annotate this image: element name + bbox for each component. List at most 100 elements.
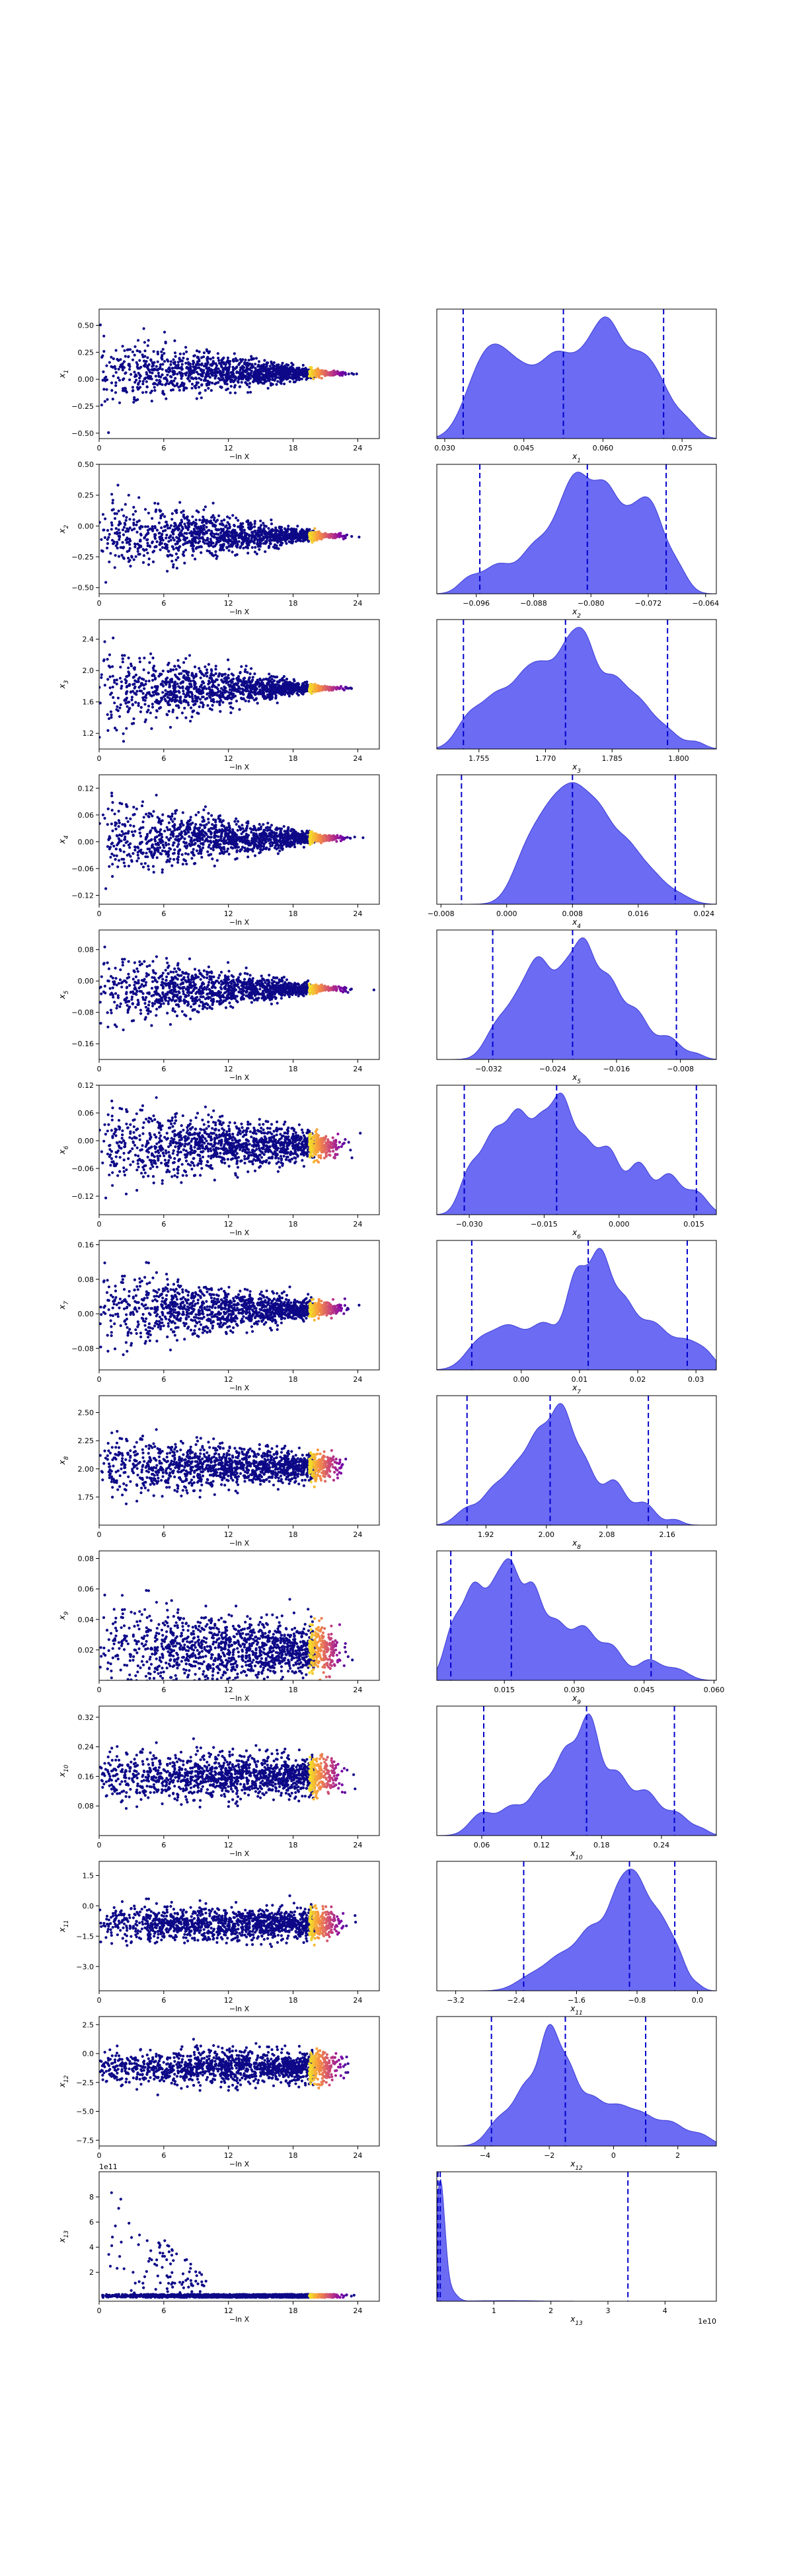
x-tick-label: 0.008: [562, 910, 584, 918]
kde-area: [437, 1558, 716, 1680]
x-tick-label: 0: [97, 1375, 102, 1384]
y-axis-label: x13: [57, 2230, 70, 2243]
x-tick-label: −2: [544, 2151, 554, 2160]
x-tick-label: 0.060: [593, 444, 614, 452]
x-tick-label: 2.00: [539, 1530, 555, 1539]
trace-plot-x8: 0 6 12 18 24 1.75 2.00 2.25 2.50 −ln X x8: [57, 1395, 380, 1548]
kde-plot-x12: −4 −2 0 2 x12: [436, 2016, 717, 2172]
x-tick-label: 18: [289, 1996, 298, 2005]
y-tick-label: 0.02: [78, 1646, 94, 1655]
y-tick-label: 4: [89, 2243, 94, 2252]
x-tick-label: 12: [224, 910, 233, 918]
y-tick-label: −0.06: [71, 1164, 94, 1173]
kde-area: [437, 937, 716, 1059]
y-tick-label: 0.00: [78, 522, 94, 530]
x-tick-label: 12: [224, 599, 233, 608]
y-tick-label: 0.24: [78, 1743, 94, 1752]
y-tick-label: 1.6: [83, 698, 94, 707]
y-tick-label: −0.12: [71, 891, 94, 900]
x-tick-label: 18: [289, 599, 298, 608]
x-tick-label: −0.008: [667, 1065, 694, 1073]
x-tick-label: 0.045: [513, 444, 535, 452]
x-axis-label: x6: [572, 1228, 581, 1240]
y-tick-label: 0.06: [78, 1109, 94, 1118]
x-axis-label: −ln X: [229, 1849, 250, 1858]
trace-points: [99, 1589, 354, 1680]
x-tick-label: 6: [161, 1996, 166, 2005]
y-axis-label: x12: [57, 2075, 70, 2088]
x-tick-label: 24: [353, 1065, 362, 1073]
x-tick-label: 0.045: [634, 1686, 655, 1694]
x-tick-label: 0.0: [692, 1996, 704, 2005]
kde-area: [437, 1092, 716, 1215]
x-tick-label: 6: [161, 1220, 166, 1229]
x-axis-label: −ln X: [229, 2315, 250, 2324]
x-tick-label: −0.8: [628, 1996, 646, 2005]
x-tick-label: 24: [353, 754, 362, 763]
y-tick-label: −0.12: [71, 1192, 94, 1201]
y-axis-label: x4: [57, 835, 70, 844]
y-axis-label: x3: [57, 680, 70, 689]
x-axis-label: −ln X: [229, 763, 250, 771]
x-tick-label: 12: [224, 1530, 233, 1539]
x-tick-label: 0.18: [593, 1841, 610, 1849]
x-tick-label: 0.03: [688, 1375, 704, 1384]
x-axis-label: x5: [572, 1073, 581, 1085]
y-tick-label: 1.5: [83, 1871, 94, 1880]
x-axis-label: −ln X: [229, 1229, 250, 1237]
x-axis-label: x7: [572, 1383, 581, 1396]
x-tick-label: 18: [289, 1530, 298, 1539]
y-tick-label: 2.50: [78, 1409, 94, 1417]
y-tick-label: 2.4: [83, 635, 94, 644]
x-tick-label: 0.060: [704, 1686, 725, 1694]
y-axis-label: x8: [57, 1456, 70, 1465]
x-tick-label: 0: [97, 2307, 102, 2315]
trace-frame: [98, 1085, 380, 1215]
x-axis-label: x9: [572, 1694, 581, 1706]
trace-plot-x5: 0 6 12 18 24 −0.16 −0.08 0.00 0.08 −ln X x5: [57, 929, 380, 1082]
y-tick-label: 8: [89, 2193, 94, 2201]
y-tick-label: 2.25: [78, 1437, 94, 1445]
kde-area: [437, 316, 716, 439]
x-tick-label: 0: [97, 1686, 102, 1694]
kde-plot-x7: 0.00 0.01 0.02 0.03 x7: [436, 1240, 717, 1396]
y-tick-label: 0.32: [78, 1713, 94, 1722]
x-scale-label: 1e10: [698, 2317, 716, 2326]
x-axis-label: −ln X: [229, 1694, 250, 1703]
x-tick-label: 4: [663, 2307, 667, 2315]
x-tick-label: −0.096: [463, 599, 490, 608]
trace-points: [99, 483, 361, 584]
y-tick-label: 1.75: [78, 1493, 94, 1501]
y-tick-label: −0.50: [71, 429, 94, 438]
x-tick-label: 0: [97, 1220, 102, 1229]
kde-plot-x3: 1.755 1.770 1.785 1.800 x3: [436, 619, 717, 775]
kde-area: [437, 627, 716, 749]
y-tick-label: 0.16: [78, 1772, 94, 1781]
y-tick-label: 0.08: [78, 1802, 94, 1810]
trace-plot-x12: 0 6 12 18 24 −7.5 −5.0 −2.5 0.0 2.5 −ln X x12: [57, 2016, 380, 2168]
x-tick-label: 18: [289, 2151, 298, 2160]
x-tick-label: 24: [353, 1841, 362, 1849]
y-tick-label: 0.12: [78, 784, 94, 793]
x-tick-label: 24: [353, 1996, 362, 2005]
y-axis-label: x2: [57, 524, 70, 534]
x-tick-label: 0: [97, 2151, 102, 2160]
x-tick-label: 24: [353, 444, 362, 452]
x-tick-label: −0.064: [692, 599, 719, 608]
kde-plot-x8: 1.92 2.00 2.08 2.16 x8: [436, 1395, 717, 1551]
y-tick-label: 0.06: [78, 1585, 94, 1594]
x-tick-label: 0: [97, 444, 102, 452]
y-tick-label: −7.5: [76, 2136, 94, 2145]
trace-plot-x11: 0 6 12 18 24 −3.0 −1.5 0.0 1.5 −ln X x11: [57, 1861, 380, 2013]
trace-plot-x7: 0 6 12 18 24 −0.08 0.00 0.08 0.16 −ln X x7: [57, 1240, 380, 1392]
x-tick-label: 2: [675, 2151, 680, 2160]
x-tick-label: −4: [480, 2151, 490, 2160]
x-tick-label: 18: [289, 1841, 298, 1849]
x-axis-label: x8: [572, 1538, 581, 1551]
kde-frame: [436, 1240, 717, 1371]
x-tick-label: 0: [97, 1841, 102, 1849]
y-tick-label: 0.08: [78, 1275, 94, 1284]
y-tick-label: 0.00: [78, 977, 94, 985]
x-tick-label: 24: [353, 1686, 362, 1694]
